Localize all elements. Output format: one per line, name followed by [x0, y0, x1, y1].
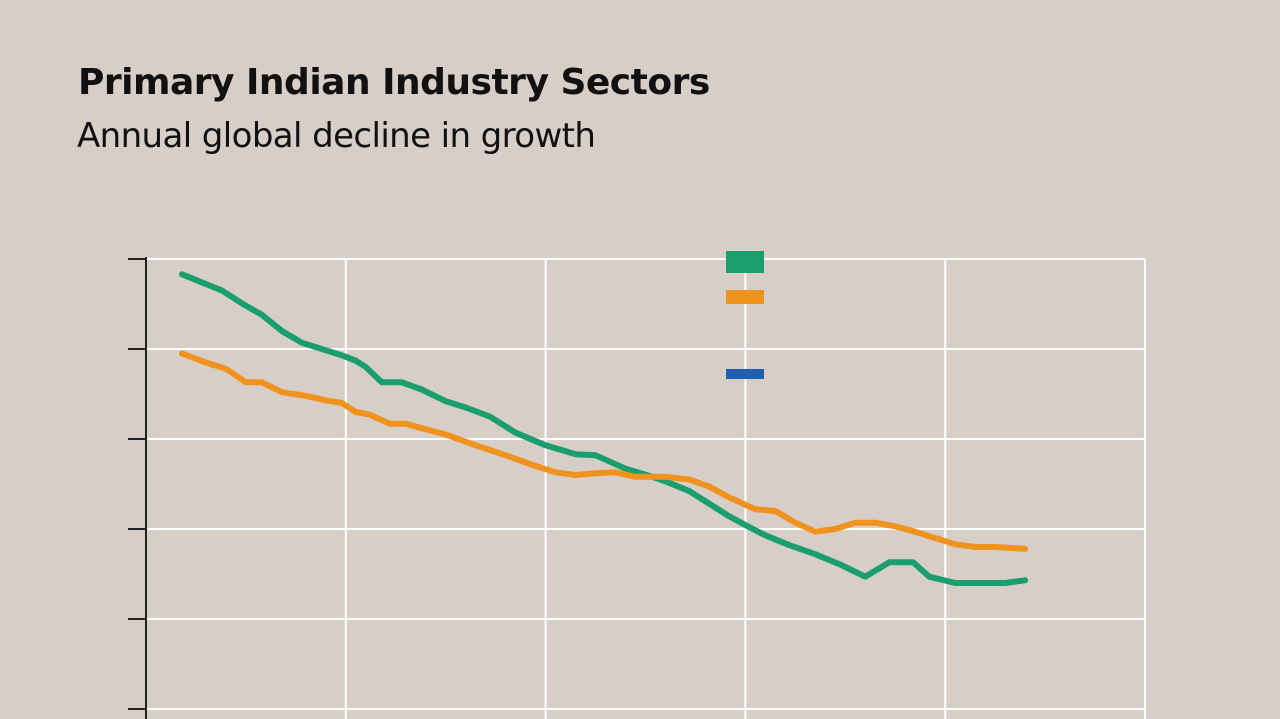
legend-swatch-1	[726, 251, 764, 273]
chart-title: Primary Indian Industry Sectors	[78, 62, 710, 103]
legend-swatch-3	[726, 369, 764, 379]
y-axis	[128, 257, 147, 719]
chart-subtitle: Annual global decline in growth	[77, 116, 596, 156]
legend-swatch-2	[726, 290, 764, 304]
series-line-1	[179, 271, 1029, 586]
gridlines	[146, 258, 1146, 719]
legend	[726, 251, 764, 379]
series-line-2	[179, 350, 1029, 552]
series-lines	[179, 271, 1029, 586]
